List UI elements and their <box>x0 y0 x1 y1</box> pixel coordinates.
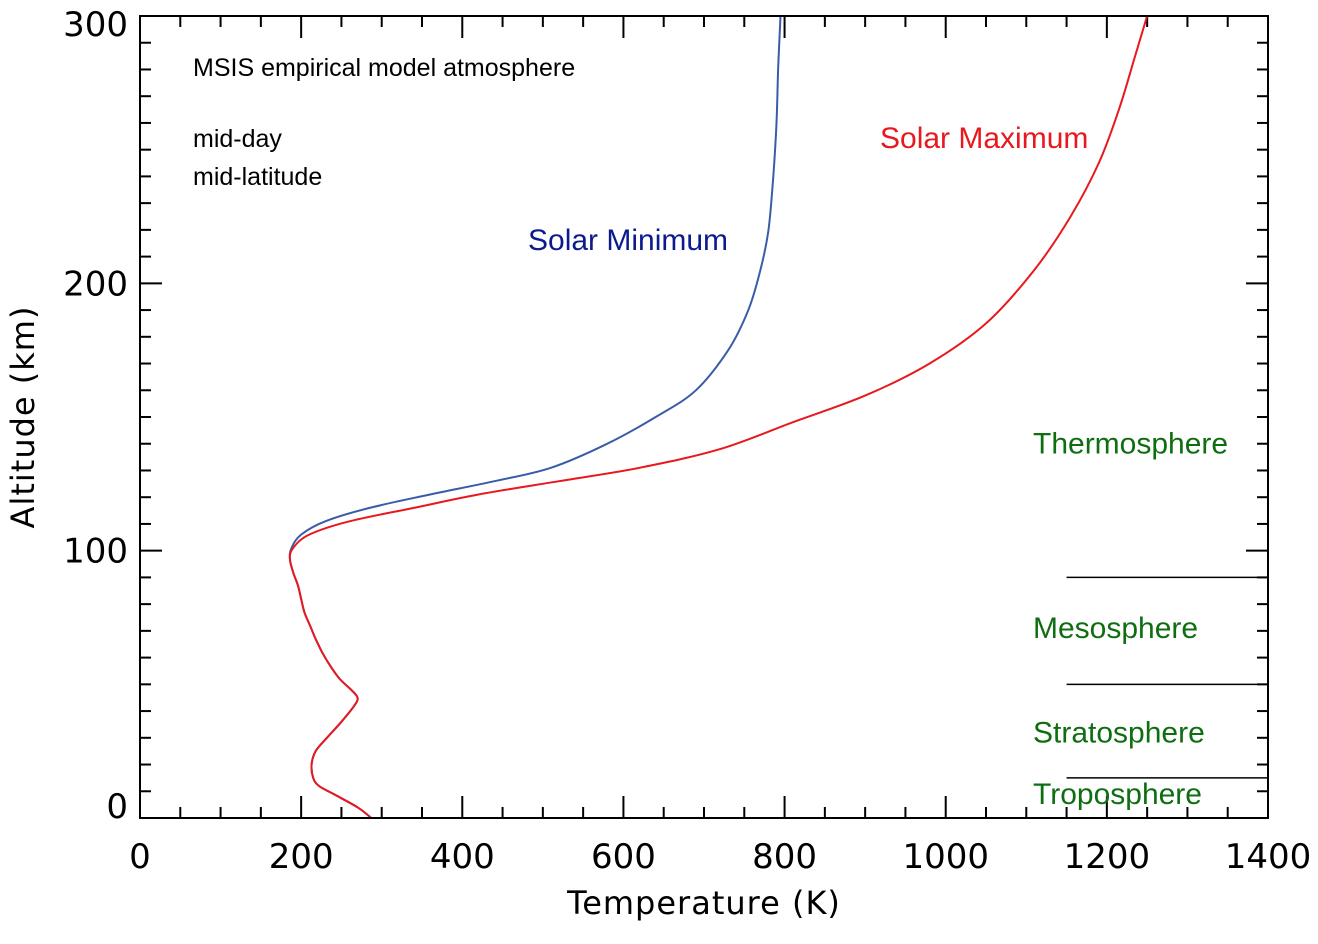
y-axis-title: Altitude (km) <box>4 306 42 529</box>
time-note: mid-day <box>193 125 282 153</box>
x-tick-label: 800 <box>752 837 817 877</box>
x-tick-label: 1400 <box>1225 837 1312 877</box>
x-tick-label: 1200 <box>1064 837 1151 877</box>
x-axis-title: Temperature (K) <box>566 884 841 922</box>
x-tick-label: 400 <box>430 837 495 877</box>
x-tick-labels: 0 200 400 600 800 1000 1200 1400 <box>129 837 1311 877</box>
y-tick-label: 200 <box>63 264 128 304</box>
x-tick-label: 200 <box>269 837 334 877</box>
y-tick-label: 300 <box>63 5 128 45</box>
solar-minimum-line <box>288 15 782 819</box>
region-labels: Thermosphere Mesosphere Stratosphere Tropos… <box>1033 428 1228 811</box>
solar-minimum-label: Solar Minimum <box>528 224 728 257</box>
region-label-troposphere: Troposphere <box>1033 778 1202 811</box>
layer-boundaries <box>1066 576 1268 779</box>
solar-maximum-label: Solar Maximum <box>880 122 1088 155</box>
solar-maximum-line <box>288 15 1149 819</box>
x-tick-label: 600 <box>591 837 656 877</box>
plot-frame <box>139 15 1269 819</box>
y-tick-labels: 0 100 200 300 <box>63 5 128 827</box>
series-lines <box>288 15 1149 819</box>
region-label-mesosphere: Mesosphere <box>1033 612 1198 645</box>
x-tick-label: 1000 <box>902 837 989 877</box>
y-tick-label: 0 <box>106 787 128 827</box>
y-tick-label: 100 <box>63 532 128 572</box>
model-title-note: MSIS empirical model atmosphere <box>193 54 575 82</box>
region-label-thermosphere: Thermosphere <box>1033 428 1228 461</box>
x-tick-label: 0 <box>129 837 151 877</box>
region-label-stratosphere: Stratosphere <box>1033 716 1205 749</box>
axis-ticks <box>139 15 1269 819</box>
latitude-note: mid-latitude <box>193 163 322 191</box>
